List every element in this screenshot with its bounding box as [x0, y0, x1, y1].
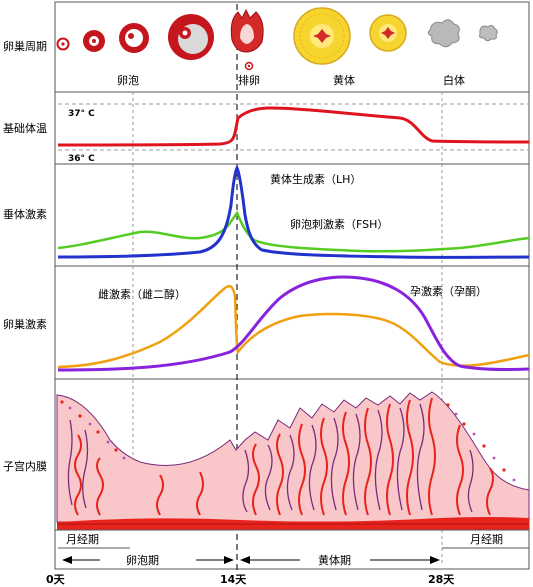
corpus-albicans-large: [427, 19, 460, 48]
lh-curve: [57, 164, 530, 259]
endometrium-tissue: [56, 391, 530, 523]
bbt-curve: [57, 106, 530, 147]
legend-lh: 黄体生成素（LH）: [270, 172, 361, 186]
stage-label-corpus-albicans: 白体: [443, 73, 465, 87]
phase-label-follicular: 卵泡期: [126, 553, 159, 567]
phase-label-menses-right: 月经期: [470, 533, 503, 546]
ruptured-follicle: [230, 8, 264, 71]
legend-progesterone: 孕激素（孕酮）: [410, 284, 487, 298]
row-label-pituitary: 垂体激素: [3, 207, 47, 221]
luteal-phase-arrow: [240, 556, 440, 564]
corpus-luteum-small: [369, 14, 407, 52]
follicle-stage-4: [168, 14, 214, 60]
estrogen-curve: [57, 284, 530, 369]
day-label-14: 14天: [220, 573, 247, 586]
follicle-stage-2: [83, 30, 105, 52]
stage-label-follicle: 卵泡: [117, 73, 139, 87]
temp-label-37: 37° C: [68, 109, 95, 119]
follicle-stage-1: [56, 37, 70, 51]
follicle-stage-3: [119, 23, 149, 53]
stage-label-corpus-luteum: 黄体: [333, 73, 355, 87]
temp-label-36: 36° C: [68, 154, 95, 164]
row-label-ovarian-hormones: 卵巢激素: [3, 317, 47, 331]
diagram-frame: [54, 1, 530, 570]
row-label-bbt: 基础体温: [3, 121, 47, 135]
legend-fsh: 卵泡刺激素（FSH）: [290, 217, 388, 231]
phase-label-luteal: 黄体期: [318, 553, 351, 567]
endometrium-illustration: [56, 391, 530, 530]
row-label-ovarian-cycle: 卵巢周期: [3, 40, 47, 53]
day-label-28: 28天: [428, 573, 455, 586]
row-label-endometrium: 子宫内膜: [3, 459, 47, 473]
legend-estrogen: 雌激素（雌二醇）: [98, 287, 186, 301]
day-label-0: 0天: [46, 573, 66, 586]
progesterone-curve: [57, 275, 530, 372]
follicular-phase-arrow: [62, 556, 234, 564]
corpus-luteum-large: [293, 7, 351, 65]
phase-label-menses-left: 月经期: [66, 533, 99, 546]
corpus-albicans-small: [479, 24, 498, 42]
stage-label-ovulation: 排卵: [238, 73, 260, 87]
